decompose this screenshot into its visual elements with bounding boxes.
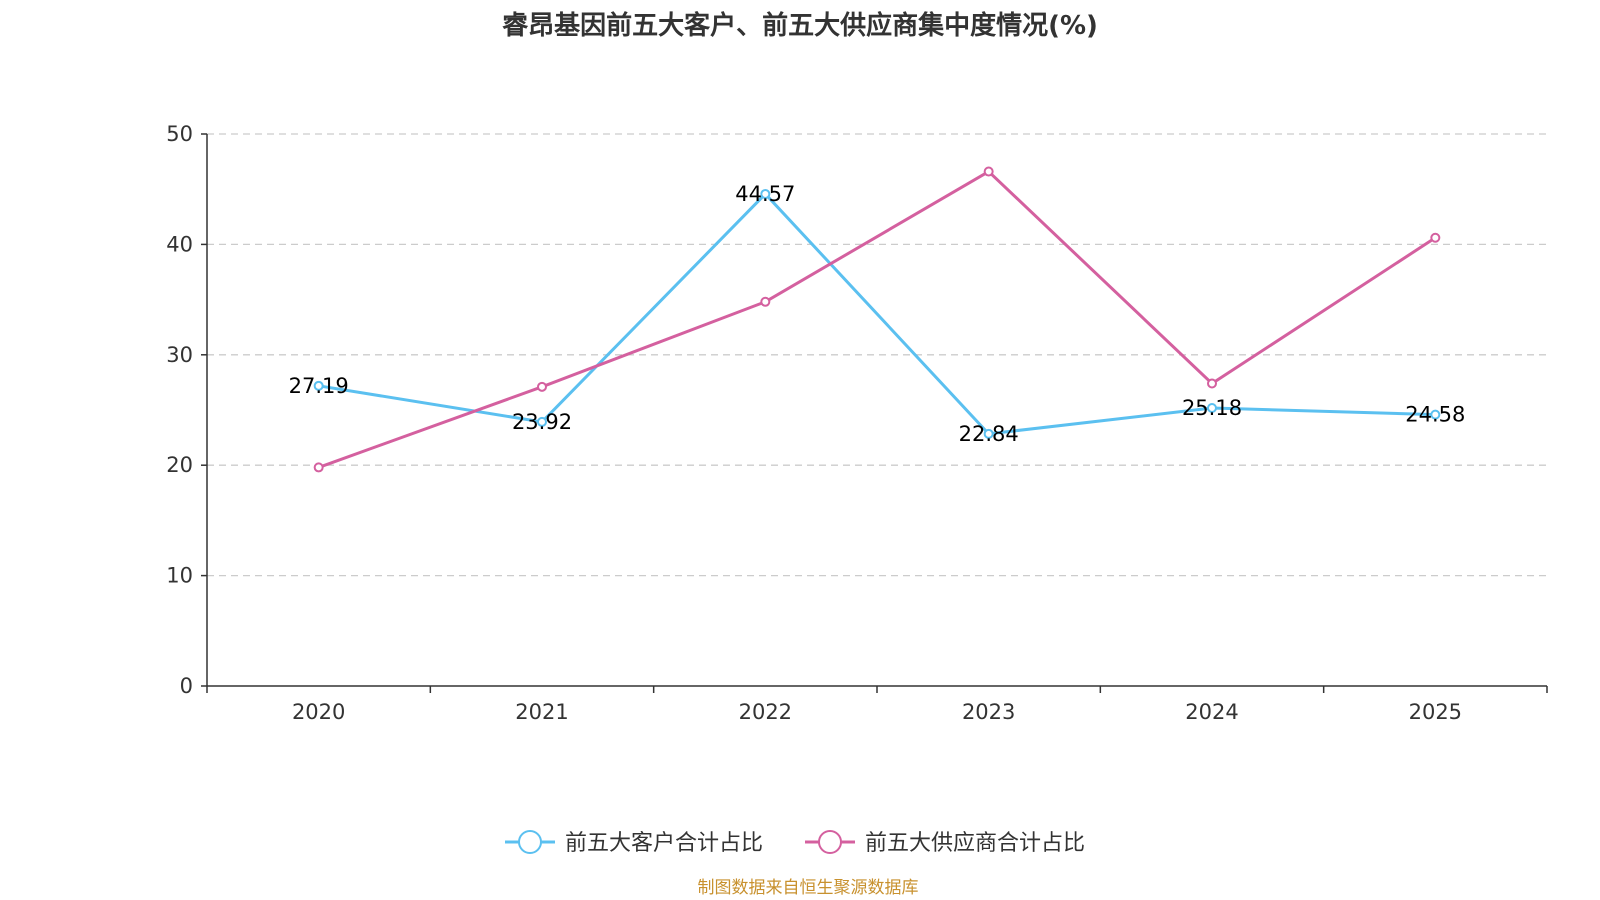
data-point[interactable] (1207, 378, 1217, 389)
data-point[interactable] (983, 428, 994, 439)
grid (207, 133, 1547, 577)
y-ticks: 0 10 20 30 40 50 (166, 122, 207, 698)
legend-label: 前五大客户合计占比 (565, 831, 763, 856)
axes (206, 134, 1547, 687)
data-label: 25.18 (1182, 396, 1242, 420)
y-tick-label: 40 (166, 232, 193, 256)
y-tick-label: 30 (166, 343, 193, 367)
data-labels: 27.19 23.92 44.57 22.84 25.18 24.58 (289, 182, 1466, 446)
y-tick-label: 0 (180, 674, 193, 698)
data-point[interactable] (537, 381, 547, 392)
y-tick-label: 20 (166, 453, 193, 477)
data-point[interactable] (1430, 232, 1441, 243)
data-point[interactable] (760, 296, 771, 307)
y-tick-label: 50 (166, 122, 193, 146)
data-point[interactable] (313, 462, 324, 473)
legend-marker-icon (518, 830, 542, 854)
series-line-0 (318, 192, 1436, 436)
data-point[interactable] (983, 166, 994, 177)
x-tick-label: 2021 (515, 700, 568, 724)
x-ticks: 2020 2021 2022 2023 2024 2025 (206, 686, 1548, 724)
data-label: 44.57 (735, 182, 795, 206)
data-point[interactable] (1430, 409, 1441, 420)
data-label: 24.58 (1405, 403, 1465, 427)
x-tick-label: 2022 (739, 700, 792, 724)
series-group (313, 166, 1441, 473)
data-label: 27.19 (289, 374, 349, 398)
data-point[interactable] (760, 188, 771, 199)
legend-item[interactable]: 前五大客户合计占比 (505, 830, 763, 856)
x-tick-label: 2023 (962, 700, 1015, 724)
series-line-1 (318, 170, 1437, 469)
x-tick-label: 2024 (1185, 700, 1238, 724)
source-note: 制图数据来自恒生聚源数据库 (698, 878, 919, 898)
legend[interactable]: 前五大客户合计占比 前五大供应商合计占比 (505, 830, 1085, 856)
legend-label: 前五大供应商合计占比 (865, 831, 1085, 856)
data-point[interactable] (537, 416, 547, 427)
chart-title: 睿昂基因前五大客户、前五大供应商集中度情况(%) (502, 10, 1098, 41)
legend-marker-icon (818, 830, 842, 854)
data-point[interactable] (1207, 403, 1217, 414)
data-label: 22.84 (959, 422, 1019, 446)
data-label: 23.92 (512, 410, 572, 434)
x-tick-label: 2025 (1409, 700, 1462, 724)
y-tick-label: 10 (166, 564, 193, 588)
legend-item[interactable]: 前五大供应商合计占比 (805, 830, 1085, 856)
data-point[interactable] (313, 380, 324, 391)
x-tick-label: 2020 (292, 700, 345, 724)
